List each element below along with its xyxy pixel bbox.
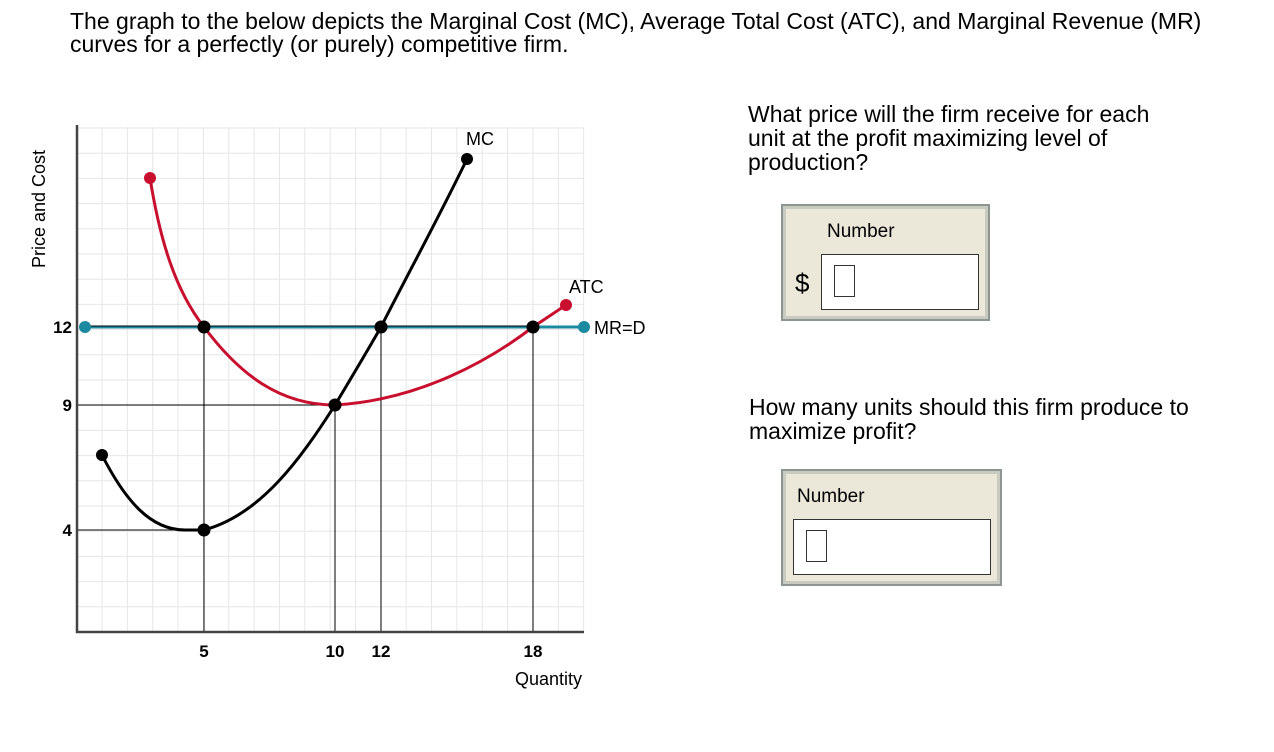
y-tick-labels: 12 9 4 [53,318,72,540]
atc-label: ATC [569,277,604,297]
quantity-input-cursor[interactable] [806,530,827,562]
chart-grid [77,127,585,632]
point-q5-p12[interactable] [197,320,211,334]
price-answer-label: Number [827,221,895,242]
y-tick-12: 12 [53,318,72,337]
axes [75,125,584,634]
point-q18-p12[interactable] [526,320,540,334]
y-tick-9: 9 [63,396,72,415]
mr-label: MR=D [594,318,646,338]
mc-start-point[interactable] [96,449,108,461]
dollar-prefix: $ [795,268,810,298]
question-price: What price will the firm receive for eac… [748,101,1150,175]
mr-end-point[interactable] [578,321,590,333]
x-tick-12: 12 [372,642,391,661]
x-tick-18: 18 [524,642,543,661]
atc-end-point[interactable] [560,299,572,311]
point-q10-p9[interactable] [328,398,342,412]
price-input-cursor[interactable] [834,265,855,297]
atc-curve [148,177,567,407]
mc-curve [100,158,469,532]
quantity-answer-box: Number [781,469,1002,586]
x-axis-label: Quantity [515,669,582,689]
price-answer-box: Number $ [781,204,990,321]
mc-end-point[interactable] [461,153,473,165]
quantity-input[interactable] [793,519,991,575]
mr-start-point[interactable] [79,321,91,333]
mc-label: MC [466,129,494,149]
cost-curves-chart: 12 9 4 5 10 12 18 MC ATC MR=D Quantity P… [29,125,646,689]
point-q5-p4[interactable] [197,523,211,537]
x-tick-10: 10 [326,642,345,661]
intersection-points [197,320,540,537]
point-q12-p12[interactable] [374,320,388,334]
y-axis-label: Price and Cost [29,149,49,268]
quantity-answer-label: Number [797,486,865,507]
x-tick-5: 5 [199,642,208,661]
reference-lines [77,327,534,632]
x-tick-labels: 5 10 12 18 [199,642,542,661]
chart-svg: 12 9 4 5 10 12 18 MC ATC MR=D Quantity [53,125,646,689]
intro-text: The graph to the below depicts the Margi… [70,8,1202,57]
question-quantity: How many units should this firm produce … [749,394,1189,444]
y-tick-4: 4 [63,521,73,540]
atc-start-point[interactable] [144,172,156,184]
price-input[interactable] [821,254,979,310]
